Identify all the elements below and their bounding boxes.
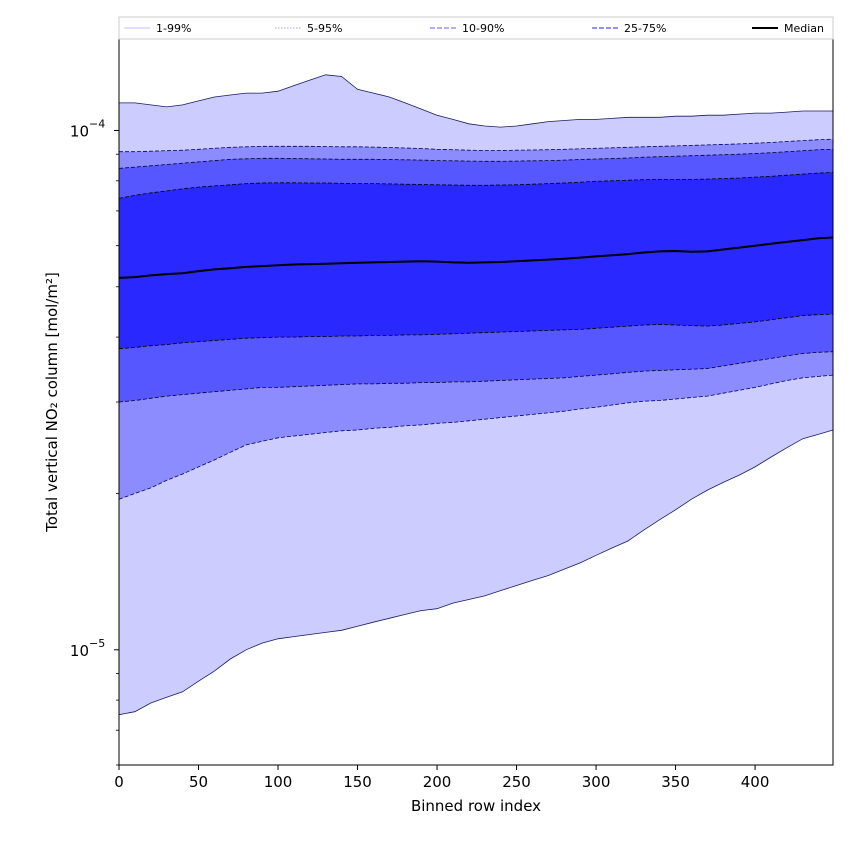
series-lines [118,74,834,716]
x-tick-label: 200 [423,773,452,791]
x-tick-label: 350 [661,773,690,791]
band-upper-line-5-95pct [119,138,834,153]
x-tick-label: 50 [189,773,208,791]
band-lower-line-1-99pct [118,429,834,716]
y-axis-label: Total vertical NO₂ column [mol/m²] [43,272,61,533]
legend-box [118,16,834,40]
x-tick-label: 100 [264,773,293,791]
percentile-bands [119,74,833,715]
median-line [118,236,834,279]
band-upper-line-25-75pct [118,172,834,199]
x-tick-label: 300 [582,773,611,791]
x-tick-label: 400 [741,773,770,791]
band-upper-line-1-99pct [119,74,833,128]
y-tick-exponent: −5 [89,637,105,650]
x-axis-label: Binned row index [411,797,541,815]
legend-label: 25-75% [624,22,666,35]
x-tick-label: 250 [502,773,531,791]
band-lower-line-25-75pct [118,313,834,350]
x-tick-label: 0 [114,773,124,791]
legend: 1-99% 5-95% 10-90% 25-75% Median [118,16,834,40]
band-lower-line-5-95pct [118,374,834,500]
legend-label: 10-90% [462,22,504,35]
band-lower-line-10-90pct [118,351,834,403]
legend-label: Median [784,22,824,35]
x-axis-ticks: 0 50 100 150 200 250 300 350 400 [114,765,769,791]
legend-label: 1-99% [156,22,191,35]
x-tick-label: 150 [343,773,372,791]
band-upper-line-10-90pct [118,148,834,169]
y-tick-exponent: −4 [89,117,105,130]
y-axis-ticks: 10−510−4 [70,117,119,766]
y-tick-label: 10 [70,642,89,660]
band-25-75pct [119,172,833,349]
legend-label: 5-95% [307,22,342,35]
y-tick-label: 10 [70,122,89,140]
